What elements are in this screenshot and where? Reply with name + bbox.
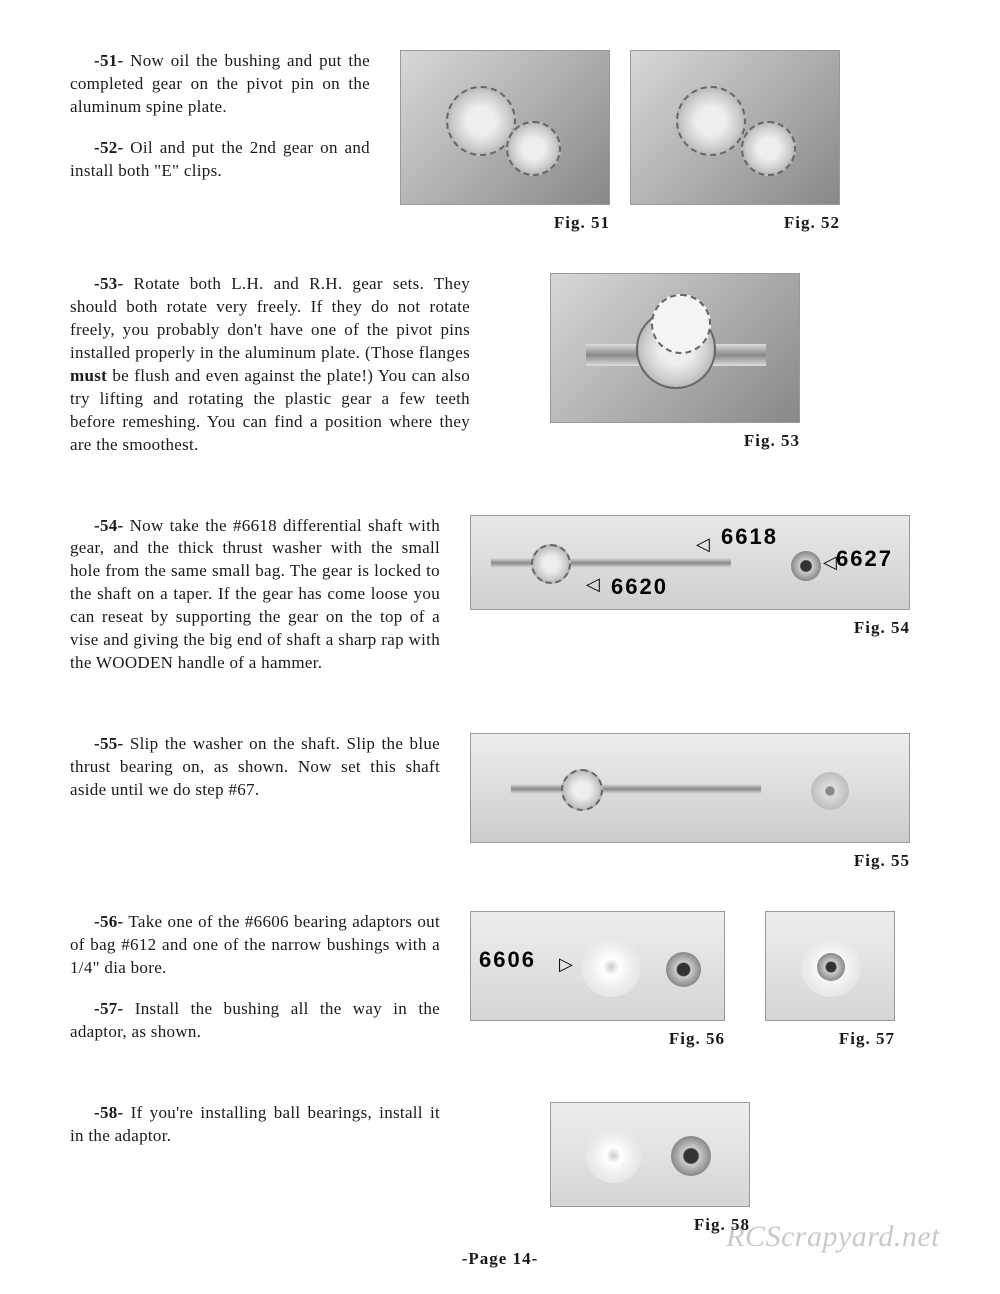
figure-55-image — [470, 733, 910, 843]
figure-55: Fig. 55 — [470, 733, 910, 871]
figure-57-caption: Fig. 57 — [765, 1029, 895, 1049]
step-text-54: Now take the #6618 differential shaft wi… — [70, 516, 440, 673]
figure-53: Fig. 53 — [550, 273, 800, 451]
figure-51-image — [400, 50, 610, 205]
text-col-51-52: -51- Now oil the bushing and put the com… — [70, 50, 400, 201]
figure-54-image: 6618 6620 6627 ◁ ◁ ◁ — [470, 515, 910, 610]
step-num-52: -52- — [94, 138, 124, 157]
step-num-56: -56- — [94, 912, 124, 931]
figure-58-image — [550, 1102, 750, 1207]
step-text-53b: be flush and even against the plate!) Yo… — [70, 366, 470, 454]
figure-52-image — [630, 50, 840, 205]
step-52: -52- Oil and put the 2nd gear on and ins… — [70, 137, 370, 183]
row-51-52: -51- Now oil the bushing and put the com… — [70, 50, 940, 233]
figure-51: Fig. 51 — [400, 50, 610, 233]
step-bold-53: must — [70, 366, 107, 385]
row-58: -58- If you're installing ball bearings,… — [70, 1102, 940, 1235]
img-col-54: 6618 6620 6627 ◁ ◁ ◁ Fig. 54 — [470, 515, 910, 638]
part-label-6618: 6618 — [721, 524, 778, 550]
figure-54: 6618 6620 6627 ◁ ◁ ◁ Fig. 54 — [470, 515, 910, 638]
row-53: -53- Rotate both L.H. and R.H. gear sets… — [70, 273, 940, 475]
text-col-55: -55- Slip the washer on the shaft. Slip … — [70, 733, 470, 820]
figure-58-caption: Fig. 58 — [550, 1215, 750, 1235]
figure-52: Fig. 52 — [630, 50, 840, 233]
part-label-6627: 6627 — [836, 546, 893, 572]
row-55: -55- Slip the washer on the shaft. Slip … — [70, 733, 940, 871]
img-col-55: Fig. 55 — [470, 733, 910, 871]
figure-53-caption: Fig. 53 — [550, 431, 800, 451]
part-label-6606: 6606 — [479, 947, 536, 973]
step-num-54: -54- — [94, 516, 124, 535]
figure-55-caption: Fig. 55 — [470, 851, 910, 871]
text-col-58: -58- If you're installing ball bearings,… — [70, 1102, 470, 1166]
step-num-53: -53- — [94, 274, 124, 293]
step-58: -58- If you're installing ball bearings,… — [70, 1102, 440, 1148]
step-num-57: -57- — [94, 999, 124, 1018]
figure-57: Fig. 57 — [765, 911, 895, 1049]
step-53: -53- Rotate both L.H. and R.H. gear sets… — [70, 273, 470, 457]
figure-56: 6606 ▷ Fig. 56 — [470, 911, 725, 1049]
text-col-54: -54- Now take the #6618 differential sha… — [70, 515, 470, 694]
text-col-53: -53- Rotate both L.H. and R.H. gear sets… — [70, 273, 500, 475]
step-56: -56- Take one of the #6606 bearing adapt… — [70, 911, 440, 980]
step-54: -54- Now take the #6618 differential sha… — [70, 515, 440, 676]
step-51: -51- Now oil the bushing and put the com… — [70, 50, 370, 119]
step-55: -55- Slip the washer on the shaft. Slip … — [70, 733, 440, 802]
step-text-53a: Rotate both L.H. and R.H. gear sets. The… — [70, 274, 470, 362]
img-col-56-57: 6606 ▷ Fig. 56 Fig. 57 — [470, 911, 895, 1049]
figure-53-image — [550, 273, 800, 423]
watermark: RCScrapyard.net — [726, 1220, 940, 1254]
step-text-55: Slip the washer on the shaft. Slip the b… — [70, 734, 440, 799]
row-56-57: -56- Take one of the #6606 bearing adapt… — [70, 911, 940, 1062]
figure-58: Fig. 58 — [550, 1102, 750, 1235]
row-54: -54- Now take the #6618 differential sha… — [70, 515, 940, 694]
figure-51-caption: Fig. 51 — [400, 213, 610, 233]
step-num-58: -58- — [94, 1103, 124, 1122]
step-57: -57- Install the bushing all the way in … — [70, 998, 440, 1044]
img-col-53: Fig. 53 — [550, 273, 800, 451]
figure-54-caption: Fig. 54 — [470, 618, 910, 638]
figure-52-caption: Fig. 52 — [630, 213, 840, 233]
step-text-56: Take one of the #6606 bearing adaptors o… — [70, 912, 440, 977]
step-num-55: -55- — [94, 734, 124, 753]
page-number: -Page 14- — [462, 1249, 539, 1269]
figure-56-image: 6606 ▷ — [470, 911, 725, 1021]
part-label-6620: 6620 — [611, 574, 668, 600]
step-text-57: Install the bushing all the way in the a… — [70, 999, 440, 1041]
img-col-58: Fig. 58 — [550, 1102, 750, 1235]
figure-57-image — [765, 911, 895, 1021]
step-text-58: If you're installing ball bearings, inst… — [70, 1103, 440, 1145]
text-col-56-57: -56- Take one of the #6606 bearing adapt… — [70, 911, 470, 1062]
step-num-51: -51- — [94, 51, 124, 70]
img-col-51-52: Fig. 51 Fig. 52 — [400, 50, 840, 233]
figure-56-caption: Fig. 56 — [470, 1029, 725, 1049]
